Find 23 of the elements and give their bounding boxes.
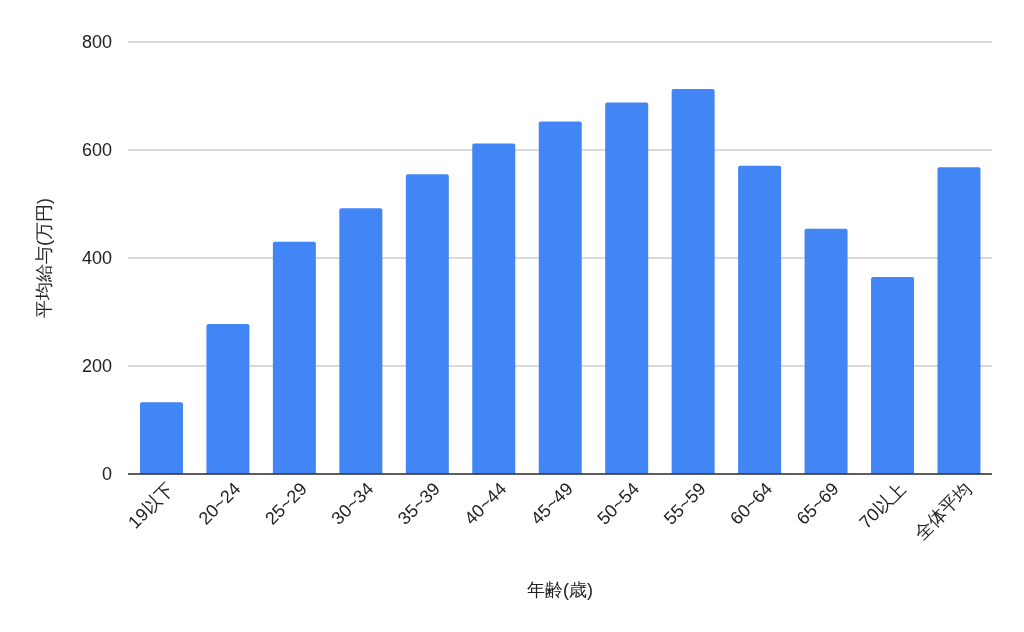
- bar: [472, 143, 516, 474]
- bar: [139, 402, 183, 474]
- y-axis-title: 平均給与(万円): [34, 198, 54, 318]
- bar: [804, 228, 848, 474]
- bar: [871, 276, 915, 474]
- y-tick-label: 400: [81, 248, 112, 269]
- y-tick-label: 600: [81, 140, 112, 161]
- y-tick-label: 0: [101, 464, 112, 485]
- x-tick-label: 19以下: [124, 478, 179, 533]
- x-tick-label: 全体平均: [910, 478, 976, 544]
- bar: [671, 88, 715, 474]
- x-axis-title: 年齢(歳): [527, 580, 593, 600]
- bar: [272, 241, 316, 474]
- bar: [405, 174, 449, 474]
- bar: [206, 323, 250, 474]
- bar: [605, 102, 649, 474]
- bar: [538, 121, 582, 474]
- bar: [937, 167, 981, 474]
- bar: [738, 165, 782, 474]
- bar: [339, 208, 383, 474]
- x-tick-label: 70以上: [855, 478, 910, 533]
- y-tick-label: 200: [81, 356, 112, 377]
- y-tick-label: 800: [81, 32, 112, 53]
